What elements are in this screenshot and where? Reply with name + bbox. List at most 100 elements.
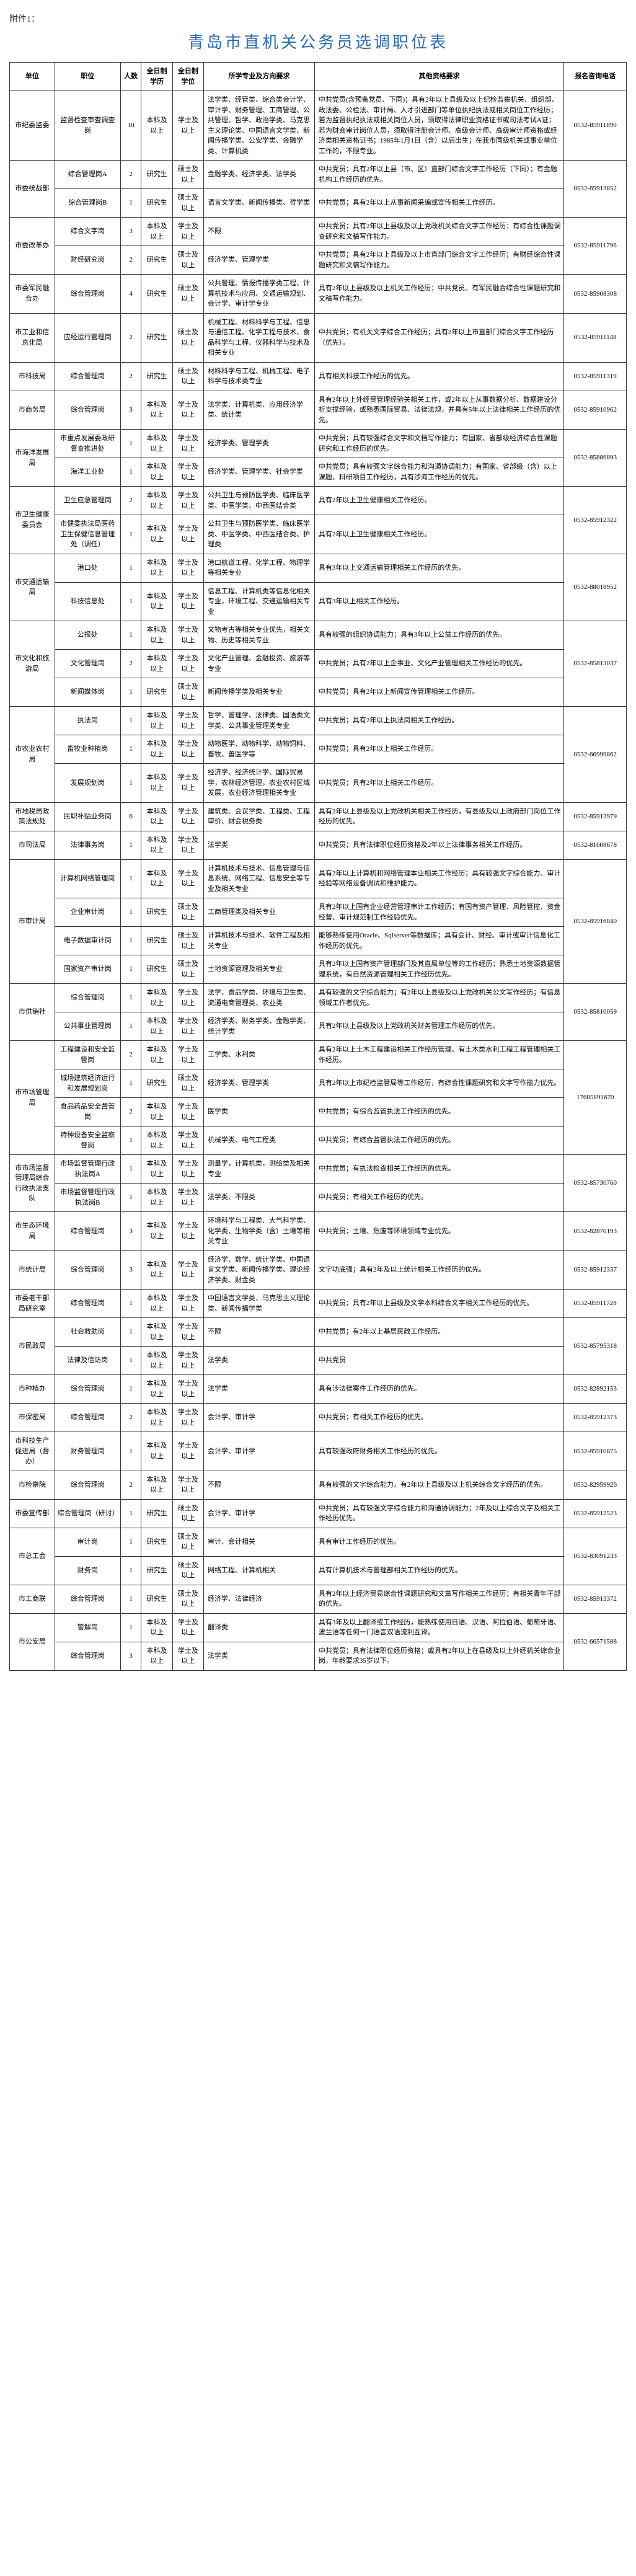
cell-unit: 市统计局: [10, 1250, 55, 1290]
table-row: 市统计局综合管理岗3本科及以上学士及以上经济学、数学、统计学类、中国语言文学类、…: [10, 1250, 627, 1290]
cell-position: 警解岗: [55, 1613, 120, 1642]
cell-count: 1: [120, 1069, 141, 1098]
cell-count: 1: [120, 189, 141, 218]
cell-position: 港口处: [55, 554, 120, 582]
cell-major: 哲学、管理学、法律类、国语类文学类、公共事业管理类专业: [203, 707, 314, 735]
cell-degree: 学士及以上: [172, 430, 203, 458]
cell-count: 3: [120, 1642, 141, 1670]
cell-position: 法律及信访岗: [55, 1347, 120, 1375]
cell-position: 综合管理岗: [55, 1290, 120, 1318]
cell-edu: 本科及以上: [141, 515, 172, 554]
cell-edu: 本科及以上: [141, 1126, 172, 1155]
cell-degree: 硕士及以上: [172, 246, 203, 275]
cell-count: 1: [120, 898, 141, 927]
cell-other: 具有2年以上县级及以上党政机关相关工作经历，有县级及以上政府部门岗位工作经历的优…: [314, 802, 563, 831]
cell-unit: 市委老干部局研究室: [10, 1290, 55, 1318]
cell-other: 具有2年以上计算机和网络管理本业相关工作经历；具有较强文字综合能力、审计经验等网…: [314, 859, 563, 898]
cell-edu: 本科及以上: [141, 554, 172, 582]
cell-degree: 学士及以上: [172, 1375, 203, 1404]
table-row: 科技信息处1本科及以上学士及以上信息工程、计算机类等信息化相关专业，环境工程、交…: [10, 582, 627, 621]
table-row: 市场监督管理行政执法岗B1本科及以上学士及以上法学类、不限类中共党员；有相关工作…: [10, 1184, 627, 1212]
cell-unit: 市卫生健康委员会: [10, 487, 55, 554]
cell-edu: 研究生: [141, 161, 172, 189]
cell-edu: 本科及以上: [141, 1184, 172, 1212]
table-row: 市委改革办综合文字岗3本科及以上学士及以上不限中共党员；具有2年以上县级及以上党…: [10, 218, 627, 246]
cell-degree: 学士及以上: [172, 859, 203, 898]
cell-position: 财务岗: [55, 1556, 120, 1585]
cell-count: 2: [120, 246, 141, 275]
cell-major: 法学、食品学类、环境与卫生类、流通电商管理类、农业类: [203, 984, 314, 1012]
cell-major: 不限: [203, 218, 314, 246]
cell-other: 中共党员；具有较强文字综合能力和沟通协调能力；有国家、省部级（含）以上课题、科研…: [314, 458, 563, 487]
cell-position: 特种设备安全监察督岗: [55, 1126, 120, 1155]
cell-count: 1: [120, 831, 141, 859]
cell-position: 发展规划岗: [55, 764, 120, 803]
table-row: 特种设备安全监察督岗1本科及以上学士及以上机械学类、电气工程类中共党员；有综合监…: [10, 1126, 627, 1155]
table-row: 畜牧业种植岗1本科及以上学士及以上动物医学、动物科学、动物饲料、畜牧、兽医学等中…: [10, 735, 627, 764]
cell-position: 综合管理岗: [55, 1585, 120, 1613]
table-row: 市农业农村局执法岗1本科及以上学士及以上哲学、管理学、法律类、国语类文学类、公共…: [10, 707, 627, 735]
cell-edu: 本科及以上: [141, 458, 172, 487]
cell-degree: 学士及以上: [172, 1126, 203, 1155]
cell-other: 中共党员；具有2年以上从事新闻采编或宣传相关工作经历。: [314, 189, 563, 218]
table-row: 市委宣传部综合管理岗（研讨）1研究生硕士及以上会计学、审计学中共党员；具有较强文…: [10, 1499, 627, 1528]
cell-edu: 研究生: [141, 955, 172, 984]
cell-unit: 市委统战部: [10, 161, 55, 218]
table-row: 公共事业管理岗1本科及以上学士及以上经济学类、财务学类、金融学类、统计学类具有2…: [10, 1012, 627, 1041]
cell-edu: 本科及以上: [141, 1041, 172, 1069]
cell-position: 综合管理岗: [55, 1375, 120, 1404]
cell-other: 具有2年以上市纪检监管局等工作经历，有综合性课题研究和文字写作能力优先。: [314, 1069, 563, 1098]
cell-position: 公共事业管理岗: [55, 1012, 120, 1041]
cell-unit: 市供销社: [10, 984, 55, 1041]
cell-major: 建筑类、会议学类、工程类、工程审价、财会税务类: [203, 802, 314, 831]
cell-phone: 0532-66571588: [564, 1613, 627, 1670]
cell-degree: 学士及以上: [172, 582, 203, 621]
cell-edu: 本科及以上: [141, 218, 172, 246]
cell-degree: 硕士及以上: [172, 313, 203, 362]
cell-count: 1: [120, 1184, 141, 1212]
cell-major: 材料科学与工程、机械工程、电子科学与技术类专业: [203, 362, 314, 391]
cell-major: 文物考古等相关专业优先，相关文物、历史等相关专业: [203, 621, 314, 650]
table-row: 市商务局综合管理岗3本科及以上学士及以上法学类、计算机类、应用经济学类、统计类具…: [10, 391, 627, 430]
cell-count: 1: [120, 927, 141, 955]
cell-major: 不限: [203, 1318, 314, 1347]
table-row: 市健委执法局医药卫生保健信息管理处（调任）1本科及以上学士及以上公共卫生与预防医…: [10, 515, 627, 554]
table-row: 市生态环境局综合管理岗3本科及以上学士及以上环境科学与工程类、大气科学类、化学类…: [10, 1212, 627, 1251]
cell-phone: 0532-85813037: [564, 621, 627, 707]
cell-other: 中共党员；具有较强文字综合能力和沟通协调能力；2年及以上综合文字及相关工作经历优…: [314, 1499, 563, 1528]
cell-degree: 学士及以上: [172, 218, 203, 246]
table-row: 市供销社综合管理岗1本科及以上学士及以上法学、食品学类、环境与卫生类、流通电商管…: [10, 984, 627, 1012]
table-row: 市公安局警解岗1本科及以上学士及以上翻译类具有3年及以上翻译或工作经历，能熟练使…: [10, 1613, 627, 1642]
cell-position: 社会救助岗: [55, 1318, 120, 1347]
cell-unit: 市地税局政策法规处: [10, 802, 55, 831]
cell-major: 经济学、法律经济: [203, 1585, 314, 1613]
cell-phone: 0532-85810059: [564, 984, 627, 1041]
cell-phone: 0532-85911148: [564, 313, 627, 362]
cell-major: 经济学类、财务学类、金融学类、统计学类: [203, 1012, 314, 1041]
cell-major: 港口航道工程、化学工程、物理学等相关专业: [203, 554, 314, 582]
cell-other: 具有2年以上县级及以上党政机关财务管理工作经历的优先。: [314, 1012, 563, 1041]
cell-major: 信息工程、计算机类等信息化相关专业，环境工程、交通运输相关专业: [203, 582, 314, 621]
cell-edu: 研究生: [141, 898, 172, 927]
cell-degree: 学士及以上: [172, 984, 203, 1012]
cell-degree: 硕士及以上: [172, 1556, 203, 1585]
cell-phone: 0532-85911890: [564, 91, 627, 161]
th-count: 人数: [120, 63, 141, 91]
cell-phone: 0532-66999862: [564, 707, 627, 803]
cell-degree: 学士及以上: [172, 458, 203, 487]
cell-major: 计算机技术与技术、软件工程及相关专业: [203, 927, 314, 955]
cell-unit: 市文化和旅游局: [10, 621, 55, 707]
cell-major: 语言文学类、新闻传播类、哲学类: [203, 189, 314, 218]
cell-other: 中共党员；具有2年以上执法岗相关工作经历。: [314, 707, 563, 735]
cell-other: 具有2年以上县级及以上机关工作经历；中共党员、有军民融合综合性课题研究和文稿写作…: [314, 275, 563, 314]
cell-edu: 研究生: [141, 678, 172, 707]
cell-position: 企业审计岗: [55, 898, 120, 927]
cell-degree: 硕士及以上: [172, 927, 203, 955]
cell-position: 市重点发展委政研督查推进处: [55, 430, 120, 458]
cell-count: 1: [120, 1432, 141, 1471]
cell-count: 1: [120, 1012, 141, 1041]
cell-position: 工程建设和安全监管岗: [55, 1041, 120, 1069]
cell-count: 3: [120, 1250, 141, 1290]
cell-unit: 市民政局: [10, 1318, 55, 1375]
cell-major: 公共卫生与预防医学类、临床医学类、中医学类、中西医结合类: [203, 487, 314, 515]
